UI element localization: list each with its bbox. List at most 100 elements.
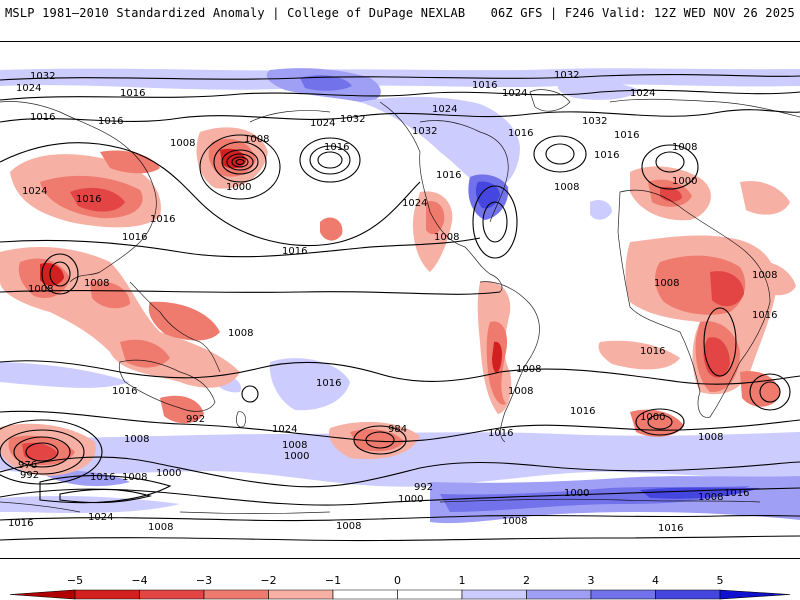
colorbar-swatch: [332, 589, 398, 600]
colorbar-swatch: [461, 589, 527, 600]
isobar-label: 1016: [30, 112, 55, 123]
isobar-label: 1024: [502, 88, 527, 99]
isobar-label: 1016: [76, 194, 101, 205]
isobar-label: 1016: [436, 170, 461, 181]
isobar-label: 1000: [284, 451, 309, 462]
isobar-label: 1016: [640, 346, 665, 357]
colorbar-tick-label: 2: [523, 574, 530, 587]
isobar-label: 1008: [698, 492, 723, 503]
colorbar-tick-label: 4: [652, 574, 659, 587]
anomaly-colorbar: −5 −4 −3 −2 −1 0 1 2 3 4 5: [9, 574, 791, 600]
isobar-label: 1008: [672, 142, 697, 153]
isobar-label: 1016: [150, 214, 175, 225]
isobar-label: 1008: [434, 232, 459, 243]
colorbar-tick-label: −2: [260, 574, 276, 587]
isobar-label: 1008: [698, 432, 723, 443]
isobar-label: 1008: [244, 134, 269, 145]
isobar-label: 976: [18, 460, 37, 471]
isobar-label: 1016: [324, 142, 349, 153]
isobar-label: 1008: [516, 364, 541, 375]
map-panel: 1032 1024 1016 1016 1024 1008 1000 1016 …: [0, 41, 800, 559]
isobar-label: 1016: [658, 523, 683, 534]
isobar-label: 1016: [98, 116, 123, 127]
isobar-label: 1008: [336, 521, 361, 532]
colorbar-tick-label: 1: [459, 574, 466, 587]
isobar-label: 1016: [570, 406, 595, 417]
colorbar-swatch: [526, 589, 592, 600]
isobar-label: 1008: [124, 434, 149, 445]
coastlines: [0, 89, 800, 514]
isobar-label: 992: [414, 482, 433, 493]
isobar-label: 1016: [8, 518, 33, 529]
colorbar-tick-label: −5: [67, 574, 83, 587]
isobar-label: 1000: [672, 176, 697, 187]
isobar-label: 1016: [112, 386, 137, 397]
colorbar-ticks: −5 −4 −3 −2 −1 0 1 2 3 4 5: [67, 574, 724, 587]
isobar-label: 1008: [122, 472, 147, 483]
isobar-label: 1016: [282, 246, 307, 257]
map-title: MSLP 1981–2010 Standardized Anomaly | Co…: [5, 6, 466, 20]
colorbar-tick-label: −4: [131, 574, 147, 587]
isobar-label: 1016: [472, 80, 497, 91]
isobar-label: 1016: [122, 232, 147, 243]
isobar-label: 1008: [28, 284, 53, 295]
isobar-label: 1016: [90, 472, 115, 483]
isobar-label: 1016: [752, 310, 777, 321]
isobar-label: 984: [388, 424, 407, 435]
colorbar-tick-label: 0: [394, 574, 401, 587]
colorbar-swatch: [9, 589, 76, 600]
isobar-label: 1024: [16, 83, 41, 94]
isobar-label: 1024: [630, 88, 655, 99]
anomaly-map: 1032 1024 1016 1016 1024 1008 1000 1016 …: [0, 68, 800, 542]
isobar-label: 1008: [508, 386, 533, 397]
colorbar-swatch: [397, 589, 463, 600]
colorbar-swatch: [139, 589, 205, 600]
isobar-label: 1024: [402, 198, 427, 209]
model-run-info: 06Z GFS | F246 Valid: 12Z WED NOV 26 202…: [490, 6, 795, 20]
isobar-label: 1016: [488, 428, 513, 439]
colorbar-swatch: [655, 589, 721, 600]
isobar-label: 1000: [564, 488, 589, 499]
colorbar-tick-label: −1: [325, 574, 341, 587]
isobar-label: 1016: [508, 128, 533, 139]
isobar-label: 1024: [432, 104, 457, 115]
isobar-label: 1032: [582, 116, 607, 127]
isobar-contours: [0, 74, 800, 542]
colorbar-swatch: [268, 589, 334, 600]
isobar-label: 1008: [170, 138, 195, 149]
isobar-label: 1008: [282, 440, 307, 451]
isobar-label: 1016: [594, 150, 619, 161]
isobar-label: 1024: [272, 424, 297, 435]
isobar-label: 1032: [30, 71, 55, 82]
colorbar-swatch: [590, 589, 656, 600]
isobar-label: 1032: [340, 114, 365, 125]
isobar-label: 1024: [22, 186, 47, 197]
isobar-label: 1008: [554, 182, 579, 193]
colorbar-swatch: [74, 589, 140, 600]
isobar-label: 1016: [724, 488, 749, 499]
isobar-label: 1016: [120, 88, 145, 99]
colorbar-swatches: [9, 589, 791, 600]
isobar-labels: 1032 1024 1016 1016 1024 1008 1000 1016 …: [8, 70, 777, 534]
isobar-label: 1032: [554, 70, 579, 81]
colorbar-tick-label: 3: [588, 574, 595, 587]
colorbar-tick-label: 5: [717, 574, 724, 587]
colorbar-swatch: [719, 589, 791, 600]
isobar-label: 992: [186, 414, 205, 425]
isobar-label: 1008: [502, 516, 527, 527]
negative-anomaly-shading: [0, 127, 796, 476]
isobar-label: 1008: [228, 328, 253, 339]
isobar-label: 1024: [310, 118, 335, 129]
isobar-label: 992: [20, 470, 39, 481]
isobar-label: 1008: [654, 278, 679, 289]
positive-anomaly-shading: [0, 68, 800, 524]
isobar-label: 1016: [316, 378, 341, 389]
isobar-label: 1000: [640, 412, 665, 423]
colorbar-tick-label: −3: [196, 574, 212, 587]
isobar-label: 1016: [614, 130, 639, 141]
isobar-label: 1008: [752, 270, 777, 281]
isobar-label: 1000: [398, 494, 423, 505]
isobar-label: 1032: [412, 126, 437, 137]
isobar-label: 1000: [156, 468, 181, 479]
isobar-label: 1024: [88, 512, 113, 523]
